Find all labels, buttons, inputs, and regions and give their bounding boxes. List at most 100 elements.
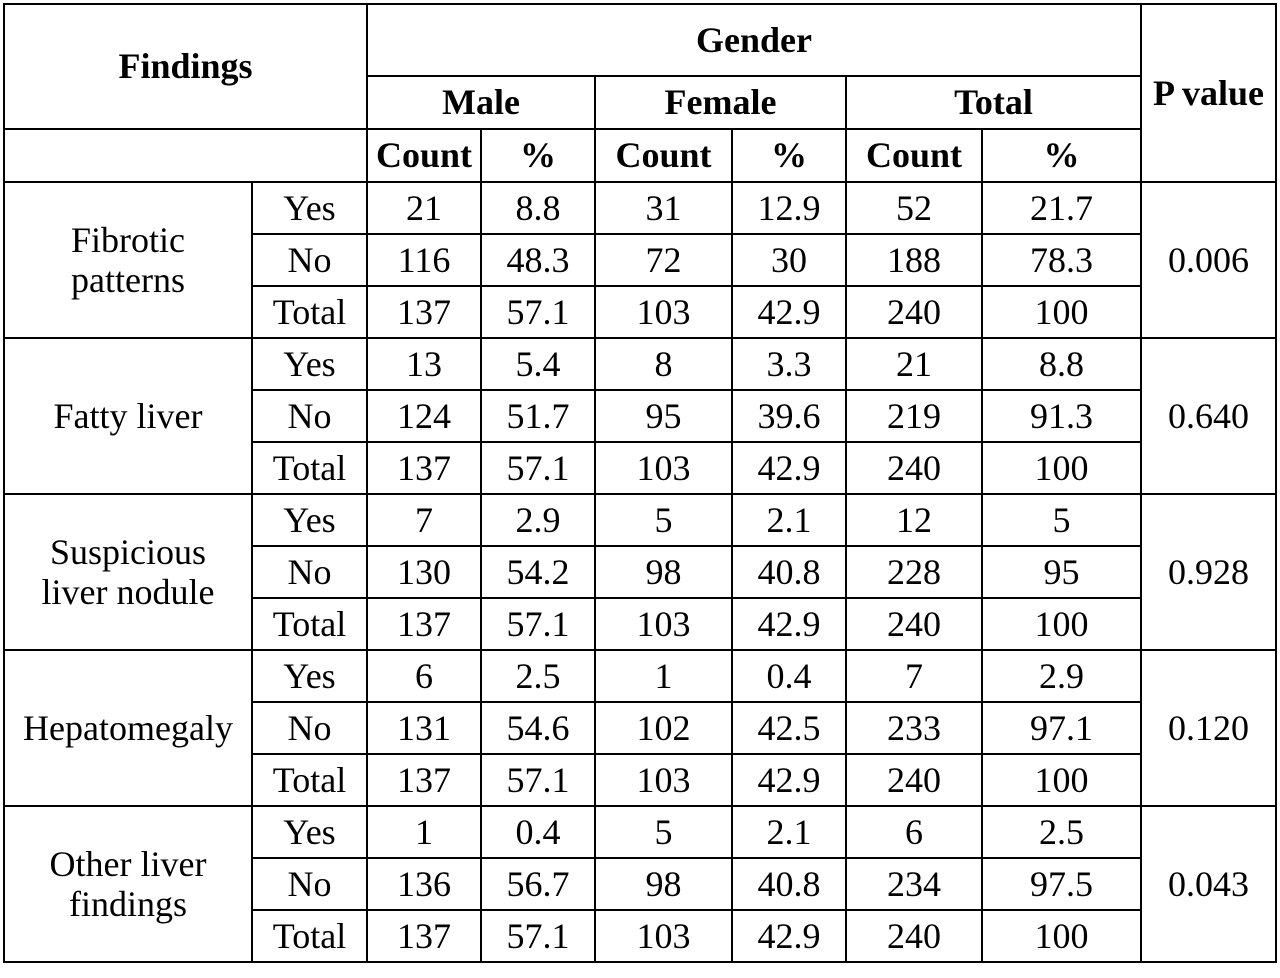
subcategory-cell: Yes — [251, 649, 368, 703]
male-percent-cell: 2.9 — [480, 493, 596, 547]
table-row: Total 137 57.1 103 42.9 240 100 — [4, 285, 1276, 339]
table-row: Total 137 57.1 103 42.9 240 100 — [4, 441, 1276, 495]
total-count-cell: 240 — [845, 597, 983, 651]
male-count-cell: 131 — [366, 701, 482, 755]
table-row: Total 137 57.1 103 42.9 240 100 — [4, 597, 1276, 651]
male-count-cell: 137 — [366, 909, 482, 963]
male-count-cell: 13 — [366, 337, 482, 391]
female-percent-cell: 12.9 — [731, 181, 847, 235]
male-percent-cell: 48.3 — [480, 233, 596, 287]
subcategory-cell: Yes — [251, 493, 368, 547]
finding-label-line: Other liver — [49, 843, 207, 884]
finding-label-line: Fibrotic — [71, 219, 185, 260]
p-value-cell: 0.043 — [1140, 805, 1277, 963]
total-percent-cell: 21.7 — [981, 181, 1142, 235]
male-percent-cell: 56.7 — [480, 857, 596, 911]
female-percent-cell: 39.6 — [731, 389, 847, 443]
subcategory-cell: Total — [251, 285, 368, 339]
total-count-cell: 6 — [845, 805, 983, 859]
total-count-cell: 12 — [845, 493, 983, 547]
total-percent-cell: 2.9 — [981, 649, 1142, 703]
table-row: Hepatomegaly Yes 6 2.5 1 0.4 7 2.9 0.120 — [3, 649, 1277, 807]
subcategory-cell: Total — [251, 909, 368, 963]
female-count-cell: 98 — [594, 545, 733, 599]
female-count-cell: 103 — [594, 285, 733, 339]
male-count-cell: 137 — [366, 285, 482, 339]
total-percent-cell: 100 — [981, 909, 1142, 963]
male-count-cell: 1 — [366, 805, 482, 859]
female-percent-cell: 42.9 — [731, 285, 847, 339]
finding-label-line: Suspicious — [49, 531, 207, 572]
male-count-cell: 116 — [366, 233, 482, 287]
female-percent-cell: 42.9 — [731, 753, 847, 807]
male-count-header: Count — [366, 128, 482, 183]
findings-subheader-blank — [3, 128, 368, 183]
finding-label-line: liver nodule — [41, 572, 215, 612]
male-percent-header: % — [480, 128, 596, 183]
total-header: Total — [845, 75, 1142, 130]
p-value-cell: 0.640 — [1140, 337, 1277, 495]
finding-label: Hepatomegaly — [3, 649, 253, 807]
total-percent-cell: 100 — [981, 441, 1142, 495]
total-percent-cell: 5 — [981, 493, 1142, 547]
total-count-cell: 240 — [845, 441, 983, 495]
female-count-cell: 102 — [594, 701, 733, 755]
table-row: No 116 48.3 72 30 188 78.3 — [4, 233, 1276, 287]
finding-label-line: Fatty liver — [53, 395, 203, 436]
total-percent-cell: 8.8 — [981, 337, 1142, 391]
female-count-cell: 103 — [594, 597, 733, 651]
subcategory-cell: Total — [251, 753, 368, 807]
finding-label: Fatty liver — [3, 337, 253, 495]
female-count-cell: 1 — [594, 649, 733, 703]
total-count-cell: 21 — [845, 337, 983, 391]
table-row: Fatty liver Yes 13 5.4 8 3.3 21 8.8 0.640 — [3, 337, 1277, 495]
subcategory-cell: Total — [251, 441, 368, 495]
subcategory-cell: No — [251, 545, 368, 599]
female-count-cell: 98 — [594, 857, 733, 911]
female-percent-header: % — [731, 128, 847, 183]
finding-label-line: patterns — [71, 260, 185, 300]
total-count-cell: 219 — [845, 389, 983, 443]
total-count-cell: 52 — [845, 181, 983, 235]
male-percent-cell: 54.6 — [480, 701, 596, 755]
finding-label-line: findings — [68, 884, 187, 924]
table-row: No 130 54.2 98 40.8 228 95 — [4, 545, 1276, 599]
male-count-cell: 7 — [366, 493, 482, 547]
table-row: Fibrotic patterns Yes 21 8.8 31 12.9 52 21.7 0.00… — [3, 181, 1277, 339]
female-percent-cell: 40.8 — [731, 857, 847, 911]
table-row: Total 137 57.1 103 42.9 240 100 — [4, 909, 1276, 963]
subcategory-cell: Yes — [251, 805, 368, 859]
female-count-cell: 31 — [594, 181, 733, 235]
male-count-cell: 6 — [366, 649, 482, 703]
total-count-cell: 7 — [845, 649, 983, 703]
total-count-cell: 234 — [845, 857, 983, 911]
total-percent-cell: 2.5 — [981, 805, 1142, 859]
total-percent-cell: 95 — [981, 545, 1142, 599]
male-percent-cell: 57.1 — [480, 909, 596, 963]
female-percent-cell: 42.9 — [731, 441, 847, 495]
table-body: Fibrotic patterns Yes 21 8.8 31 12.9 52 21.7 0.00… — [3, 181, 1277, 963]
male-percent-cell: 8.8 — [480, 181, 596, 235]
female-count-cell: 103 — [594, 441, 733, 495]
total-percent-header: % — [981, 128, 1142, 183]
male-count-cell: 137 — [366, 597, 482, 651]
female-count-cell: 95 — [594, 389, 733, 443]
female-count-cell: 8 — [594, 337, 733, 391]
subcategory-cell: No — [251, 233, 368, 287]
female-percent-cell: 42.9 — [731, 597, 847, 651]
total-count-cell: 233 — [845, 701, 983, 755]
male-percent-cell: 2.5 — [480, 649, 596, 703]
table-row: Total 137 57.1 103 42.9 240 100 — [4, 753, 1276, 807]
total-percent-cell: 100 — [981, 753, 1142, 807]
finding-label-line: Hepatomegaly — [23, 707, 233, 748]
subcategory-cell: No — [251, 389, 368, 443]
subcategory-cell: Yes — [251, 181, 368, 235]
table-row: No 136 56.7 98 40.8 234 97.5 — [4, 857, 1276, 911]
subcategory-cell: Yes — [251, 337, 368, 391]
total-percent-cell: 100 — [981, 597, 1142, 651]
female-percent-cell: 0.4 — [731, 649, 847, 703]
total-percent-cell: 97.5 — [981, 857, 1142, 911]
p-value-cell: 0.928 — [1140, 493, 1277, 651]
male-count-cell: 137 — [366, 441, 482, 495]
male-count-cell: 137 — [366, 753, 482, 807]
